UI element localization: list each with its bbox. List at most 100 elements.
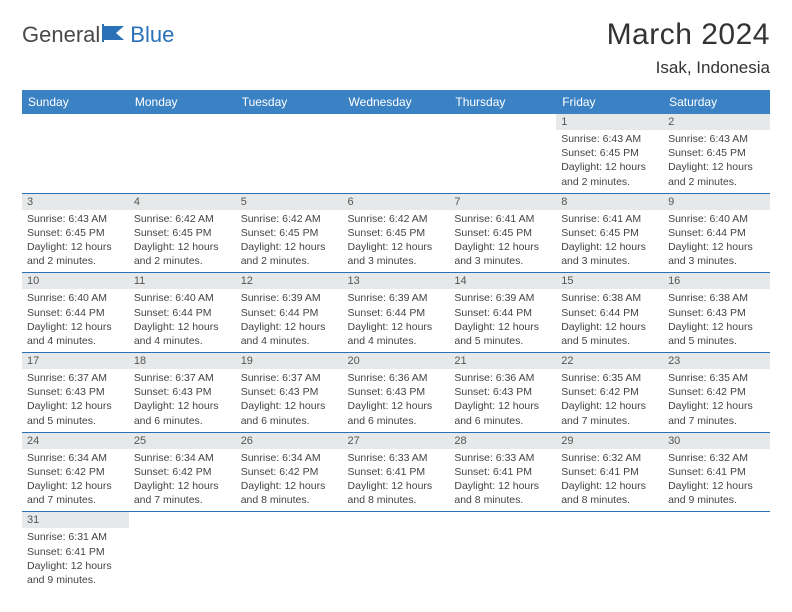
calendar-cell: 9Sunrise: 6:40 AMSunset: 6:44 PMDaylight… <box>663 193 770 273</box>
day-details: Sunrise: 6:38 AMSunset: 6:43 PMDaylight:… <box>663 289 770 352</box>
calendar-cell: 24Sunrise: 6:34 AMSunset: 6:42 PMDayligh… <box>22 432 129 512</box>
weekday-header: Friday <box>556 90 663 114</box>
day-number: 3 <box>22 194 129 210</box>
logo-text-blue: Blue <box>130 22 174 48</box>
calendar-body: 1Sunrise: 6:43 AMSunset: 6:45 PMDaylight… <box>22 114 770 591</box>
day-number: 23 <box>663 353 770 369</box>
calendar-cell: 12Sunrise: 6:39 AMSunset: 6:44 PMDayligh… <box>236 273 343 353</box>
calendar-week: 3Sunrise: 6:43 AMSunset: 6:45 PMDaylight… <box>22 193 770 273</box>
calendar-cell: 19Sunrise: 6:37 AMSunset: 6:43 PMDayligh… <box>236 353 343 433</box>
calendar-cell <box>343 512 450 591</box>
calendar-cell: 2Sunrise: 6:43 AMSunset: 6:45 PMDaylight… <box>663 114 770 193</box>
day-details: Sunrise: 6:37 AMSunset: 6:43 PMDaylight:… <box>236 369 343 432</box>
calendar-cell <box>556 512 663 591</box>
day-details: Sunrise: 6:34 AMSunset: 6:42 PMDaylight:… <box>236 449 343 512</box>
calendar-cell: 8Sunrise: 6:41 AMSunset: 6:45 PMDaylight… <box>556 193 663 273</box>
calendar-cell <box>129 114 236 193</box>
day-details: Sunrise: 6:35 AMSunset: 6:42 PMDaylight:… <box>663 369 770 432</box>
calendar-cell <box>129 512 236 591</box>
day-details: Sunrise: 6:39 AMSunset: 6:44 PMDaylight:… <box>343 289 450 352</box>
calendar-cell: 20Sunrise: 6:36 AMSunset: 6:43 PMDayligh… <box>343 353 450 433</box>
day-number: 14 <box>449 273 556 289</box>
day-details: Sunrise: 6:39 AMSunset: 6:44 PMDaylight:… <box>449 289 556 352</box>
day-number: 9 <box>663 194 770 210</box>
day-details: Sunrise: 6:34 AMSunset: 6:42 PMDaylight:… <box>22 449 129 512</box>
header: General Blue March 2024 Isak, Indonesia <box>22 18 770 78</box>
day-details: Sunrise: 6:41 AMSunset: 6:45 PMDaylight:… <box>556 210 663 273</box>
day-details: Sunrise: 6:39 AMSunset: 6:44 PMDaylight:… <box>236 289 343 352</box>
day-details: Sunrise: 6:36 AMSunset: 6:43 PMDaylight:… <box>343 369 450 432</box>
calendar-cell: 15Sunrise: 6:38 AMSunset: 6:44 PMDayligh… <box>556 273 663 353</box>
weekday-header: Tuesday <box>236 90 343 114</box>
calendar-cell: 23Sunrise: 6:35 AMSunset: 6:42 PMDayligh… <box>663 353 770 433</box>
day-number: 30 <box>663 433 770 449</box>
day-number: 29 <box>556 433 663 449</box>
day-details: Sunrise: 6:37 AMSunset: 6:43 PMDaylight:… <box>22 369 129 432</box>
calendar-cell <box>449 512 556 591</box>
day-number: 10 <box>22 273 129 289</box>
calendar-cell: 7Sunrise: 6:41 AMSunset: 6:45 PMDaylight… <box>449 193 556 273</box>
day-number: 1 <box>556 114 663 130</box>
weekday-header: Sunday <box>22 90 129 114</box>
weekday-header: Monday <box>129 90 236 114</box>
calendar-cell <box>449 114 556 193</box>
day-number: 13 <box>343 273 450 289</box>
day-number: 4 <box>129 194 236 210</box>
title-block: March 2024 Isak, Indonesia <box>607 18 770 78</box>
day-number: 8 <box>556 194 663 210</box>
day-number: 22 <box>556 353 663 369</box>
calendar-cell: 13Sunrise: 6:39 AMSunset: 6:44 PMDayligh… <box>343 273 450 353</box>
logo-text-general: General <box>22 22 100 48</box>
day-number: 31 <box>22 512 129 528</box>
day-number: 20 <box>343 353 450 369</box>
day-number: 11 <box>129 273 236 289</box>
calendar-cell: 5Sunrise: 6:42 AMSunset: 6:45 PMDaylight… <box>236 193 343 273</box>
weekday-header: Saturday <box>663 90 770 114</box>
calendar-week: 1Sunrise: 6:43 AMSunset: 6:45 PMDaylight… <box>22 114 770 193</box>
day-number: 6 <box>343 194 450 210</box>
day-details: Sunrise: 6:40 AMSunset: 6:44 PMDaylight:… <box>22 289 129 352</box>
day-number: 5 <box>236 194 343 210</box>
day-details: Sunrise: 6:43 AMSunset: 6:45 PMDaylight:… <box>22 210 129 273</box>
calendar-week: 31Sunrise: 6:31 AMSunset: 6:41 PMDayligh… <box>22 512 770 591</box>
calendar-cell <box>663 512 770 591</box>
calendar-cell <box>343 114 450 193</box>
day-details: Sunrise: 6:41 AMSunset: 6:45 PMDaylight:… <box>449 210 556 273</box>
weekday-header: Thursday <box>449 90 556 114</box>
day-details: Sunrise: 6:42 AMSunset: 6:45 PMDaylight:… <box>129 210 236 273</box>
day-details: Sunrise: 6:35 AMSunset: 6:42 PMDaylight:… <box>556 369 663 432</box>
day-details: Sunrise: 6:43 AMSunset: 6:45 PMDaylight:… <box>556 130 663 193</box>
day-number: 15 <box>556 273 663 289</box>
day-number: 21 <box>449 353 556 369</box>
day-number: 12 <box>236 273 343 289</box>
day-number: 24 <box>22 433 129 449</box>
day-number: 16 <box>663 273 770 289</box>
calendar-cell: 30Sunrise: 6:32 AMSunset: 6:41 PMDayligh… <box>663 432 770 512</box>
day-details: Sunrise: 6:38 AMSunset: 6:44 PMDaylight:… <box>556 289 663 352</box>
calendar-cell: 16Sunrise: 6:38 AMSunset: 6:43 PMDayligh… <box>663 273 770 353</box>
day-details: Sunrise: 6:42 AMSunset: 6:45 PMDaylight:… <box>343 210 450 273</box>
calendar-cell: 21Sunrise: 6:36 AMSunset: 6:43 PMDayligh… <box>449 353 556 433</box>
day-number: 25 <box>129 433 236 449</box>
location: Isak, Indonesia <box>607 58 770 78</box>
calendar-cell: 31Sunrise: 6:31 AMSunset: 6:41 PMDayligh… <box>22 512 129 591</box>
calendar-week: 17Sunrise: 6:37 AMSunset: 6:43 PMDayligh… <box>22 353 770 433</box>
calendar-cell: 4Sunrise: 6:42 AMSunset: 6:45 PMDaylight… <box>129 193 236 273</box>
day-details: Sunrise: 6:37 AMSunset: 6:43 PMDaylight:… <box>129 369 236 432</box>
calendar-week: 24Sunrise: 6:34 AMSunset: 6:42 PMDayligh… <box>22 432 770 512</box>
calendar-cell: 17Sunrise: 6:37 AMSunset: 6:43 PMDayligh… <box>22 353 129 433</box>
day-details: Sunrise: 6:32 AMSunset: 6:41 PMDaylight:… <box>663 449 770 512</box>
calendar-cell <box>236 512 343 591</box>
month-title: March 2024 <box>607 18 770 52</box>
logo: General Blue <box>22 18 174 48</box>
day-number: 28 <box>449 433 556 449</box>
day-details: Sunrise: 6:31 AMSunset: 6:41 PMDaylight:… <box>22 528 129 591</box>
day-details: Sunrise: 6:33 AMSunset: 6:41 PMDaylight:… <box>343 449 450 512</box>
day-details: Sunrise: 6:34 AMSunset: 6:42 PMDaylight:… <box>129 449 236 512</box>
flag-icon <box>102 24 128 47</box>
day-number: 18 <box>129 353 236 369</box>
calendar-cell: 28Sunrise: 6:33 AMSunset: 6:41 PMDayligh… <box>449 432 556 512</box>
day-number: 2 <box>663 114 770 130</box>
day-details: Sunrise: 6:36 AMSunset: 6:43 PMDaylight:… <box>449 369 556 432</box>
calendar-cell: 25Sunrise: 6:34 AMSunset: 6:42 PMDayligh… <box>129 432 236 512</box>
